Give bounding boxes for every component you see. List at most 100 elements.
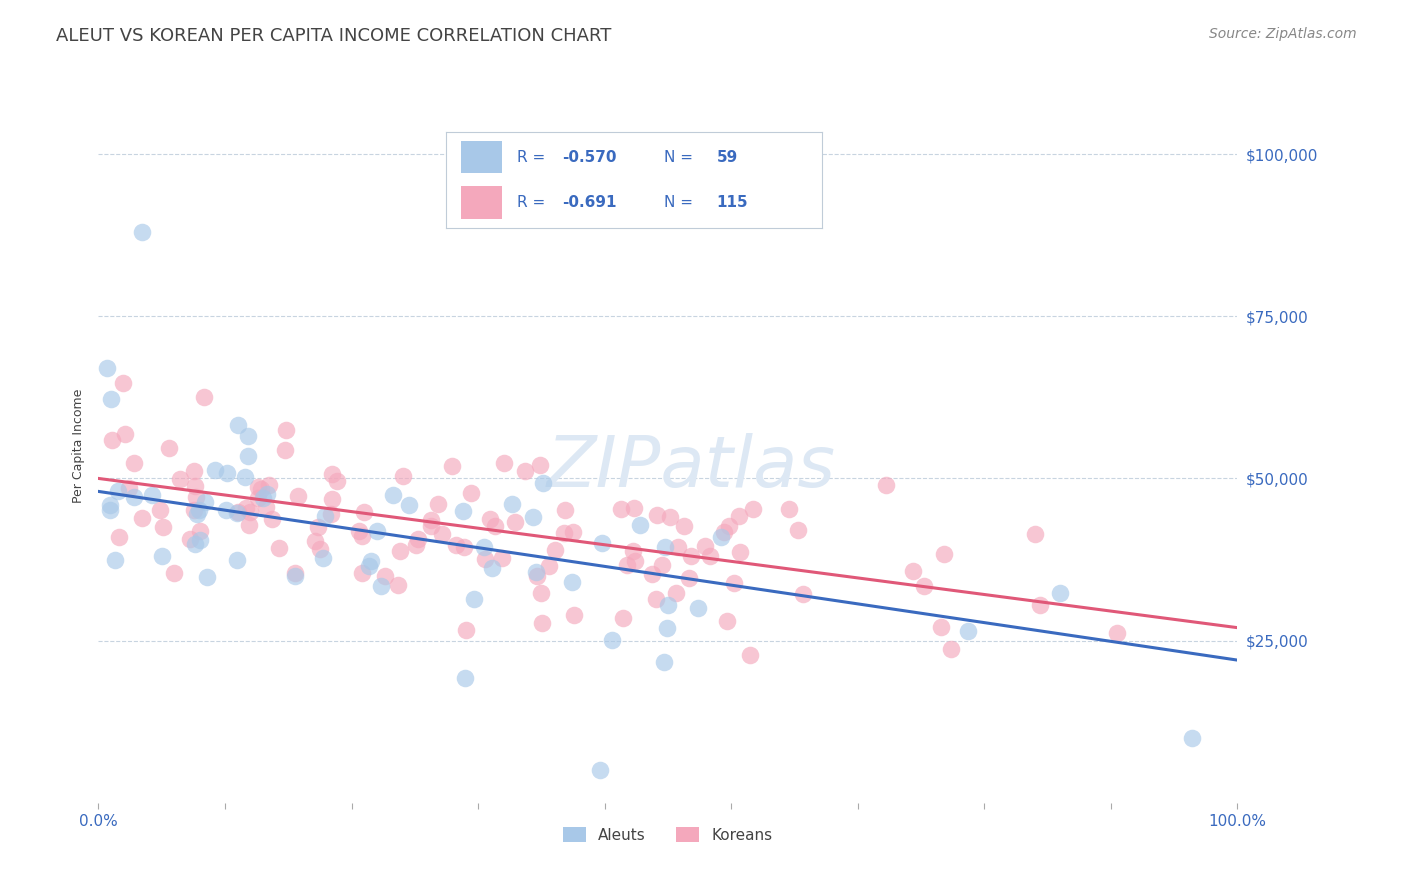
Point <box>453 671 475 685</box>
Point <box>314 508 336 523</box>
Point <box>672 518 695 533</box>
Point <box>875 478 897 492</box>
Point <box>503 516 526 530</box>
Point <box>1181 731 1204 745</box>
Point <box>274 442 297 457</box>
Point <box>309 542 332 557</box>
Point <box>529 458 551 472</box>
Point <box>184 537 207 551</box>
Point <box>100 434 122 448</box>
Point <box>531 476 554 491</box>
Point <box>111 376 134 391</box>
Point <box>247 480 270 494</box>
Point <box>287 489 309 503</box>
Point <box>122 456 145 470</box>
Text: ZIPatlas: ZIPatlas <box>546 433 835 502</box>
Point <box>479 512 502 526</box>
Point <box>647 508 669 522</box>
Point <box>524 565 547 579</box>
Point <box>778 501 800 516</box>
Point <box>184 490 207 504</box>
Point <box>530 586 553 600</box>
Point <box>681 549 703 563</box>
Point <box>187 502 209 516</box>
Point <box>141 487 163 501</box>
Point <box>252 491 274 505</box>
Point <box>321 467 343 481</box>
Text: ALEUT VS KOREAN PER CAPITA INCOME CORRELATION CHART: ALEUT VS KOREAN PER CAPITA INCOME CORREL… <box>56 27 612 45</box>
Point <box>616 558 638 572</box>
Point <box>304 534 326 549</box>
Point <box>914 579 936 593</box>
Point <box>474 552 496 566</box>
Point <box>193 390 215 404</box>
Point <box>388 544 411 558</box>
Point <box>254 500 277 514</box>
Point <box>226 552 249 566</box>
Point <box>628 517 651 532</box>
Point <box>406 533 429 547</box>
Point <box>561 575 583 590</box>
Point <box>544 543 567 558</box>
Point <box>718 518 741 533</box>
Point <box>695 539 717 553</box>
Point <box>183 464 205 478</box>
Point <box>522 509 544 524</box>
Y-axis label: Per Capita Income: Per Capita Income <box>72 389 86 503</box>
Point <box>562 608 585 623</box>
Point <box>742 501 765 516</box>
Point <box>239 505 262 519</box>
Point <box>353 505 375 519</box>
Point <box>350 566 373 581</box>
Point <box>387 577 409 591</box>
Point <box>710 529 733 543</box>
Point <box>713 524 735 539</box>
Point <box>513 464 536 478</box>
Point <box>405 537 427 551</box>
Point <box>666 540 689 554</box>
Point <box>654 540 676 554</box>
Point <box>453 541 475 555</box>
Point <box>530 616 553 631</box>
Point <box>562 525 585 540</box>
Point <box>492 456 515 470</box>
Point <box>108 530 131 544</box>
Point <box>149 503 172 517</box>
Point <box>269 541 291 555</box>
Point <box>491 551 513 566</box>
Point <box>195 570 218 584</box>
Point <box>440 458 463 473</box>
Point <box>360 554 382 568</box>
Point <box>699 549 721 564</box>
Point <box>350 529 373 543</box>
Point <box>472 541 495 555</box>
Point <box>256 486 278 500</box>
Point <box>957 624 980 639</box>
Point <box>226 506 249 520</box>
Point <box>184 479 207 493</box>
Point <box>481 561 503 575</box>
Point <box>501 497 523 511</box>
Point <box>152 520 174 534</box>
Point <box>284 566 307 580</box>
Point <box>1024 527 1046 541</box>
Point <box>249 482 271 496</box>
Point <box>357 559 380 574</box>
Point <box>131 511 153 525</box>
Point <box>641 567 664 582</box>
Point <box>655 621 678 635</box>
Point <box>392 469 415 483</box>
Text: Source: ZipAtlas.com: Source: ZipAtlas.com <box>1209 27 1357 41</box>
Point <box>652 656 675 670</box>
Point <box>118 481 141 495</box>
Point <box>152 549 174 563</box>
Point <box>651 558 673 572</box>
Point <box>934 547 956 561</box>
Point <box>939 641 962 656</box>
Point <box>398 498 420 512</box>
Point <box>419 519 441 533</box>
Point <box>901 564 924 578</box>
Point <box>554 502 576 516</box>
Point <box>226 417 249 432</box>
Point <box>186 507 208 521</box>
